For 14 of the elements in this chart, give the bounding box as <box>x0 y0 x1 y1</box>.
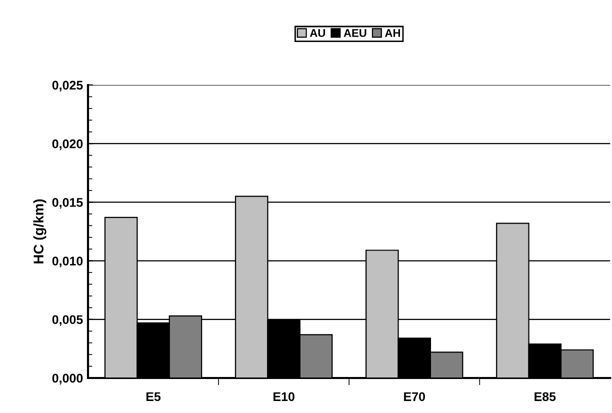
x-tick-label: E5 <box>146 392 161 402</box>
x-tick-label: E70 <box>404 392 425 402</box>
legend-label: AEU <box>344 29 366 37</box>
legend-label: AH <box>384 29 400 37</box>
legend-label: AU <box>310 29 326 37</box>
y-tick-label: 0,020 <box>52 139 83 150</box>
y-tick-label: 0,000 <box>52 374 83 384</box>
x-tick-label: E85 <box>534 392 556 402</box>
y-tick-label: 0,005 <box>52 315 83 326</box>
x-tick-label: E10 <box>274 392 294 402</box>
y-tick-label: 0,015 <box>52 198 83 209</box>
y-tick-label: 0,010 <box>52 256 83 268</box>
y-axis-title: HC (g/km) <box>33 199 46 264</box>
y-tick-label: 0,025 <box>52 80 83 92</box>
